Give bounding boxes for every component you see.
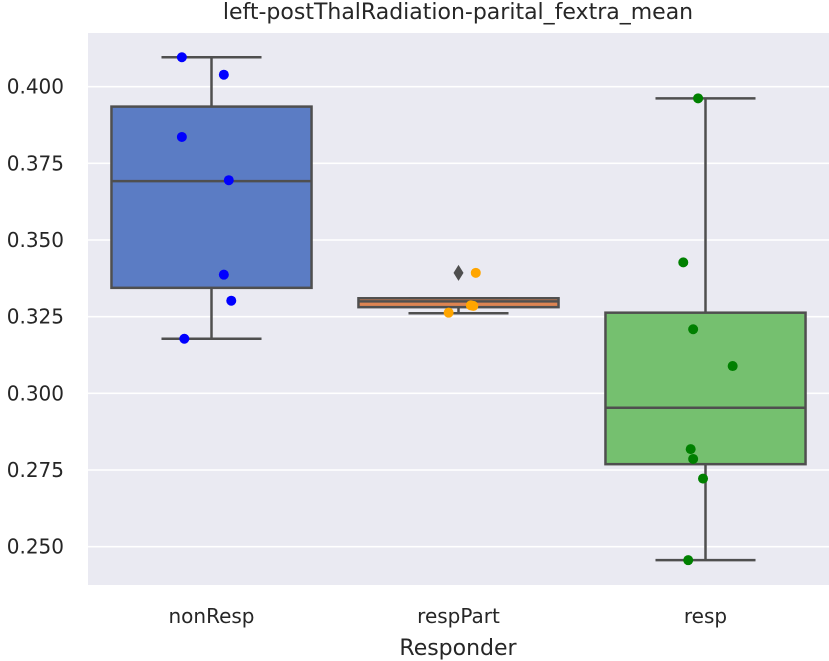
x-axis-ticks: nonResp respPart resp (168, 604, 727, 628)
data-point (693, 93, 704, 104)
y-tick-label: 0.400 (7, 75, 64, 99)
y-axis-ticks: 0.250 0.275 0.300 0.325 0.350 0.375 0.400 (7, 75, 64, 559)
data-point (218, 69, 229, 80)
y-tick-label: 0.275 (7, 458, 64, 482)
x-tick-label: respPart (417, 604, 500, 628)
data-point (176, 131, 187, 142)
y-tick-label: 0.300 (7, 381, 64, 405)
data-point (218, 269, 229, 280)
box-nonResp (110, 55, 313, 340)
data-point (443, 307, 454, 318)
iqr-box (604, 311, 807, 466)
data-point (678, 257, 689, 268)
x-tick-label: nonResp (168, 604, 254, 628)
data-point (470, 267, 481, 278)
data-point (698, 473, 709, 484)
outlier-marker (453, 264, 464, 281)
data-point (683, 555, 694, 566)
box-resp (604, 97, 807, 562)
data-point (685, 444, 696, 455)
iqr-box (110, 105, 313, 290)
x-axis-title: Responder (399, 636, 517, 661)
data-point (688, 324, 699, 335)
chart-title: left-postThalRadiation-parital_fextra_me… (223, 0, 693, 25)
data-point (176, 52, 187, 63)
data-point (727, 361, 738, 372)
data-point (223, 175, 234, 186)
x-tick-label: resp (684, 604, 727, 628)
data-point (179, 333, 190, 344)
strip-points (176, 52, 738, 566)
iqr-box (357, 297, 560, 309)
box-respPart (357, 264, 560, 315)
y-tick-label: 0.325 (7, 305, 64, 329)
y-tick-label: 0.250 (7, 535, 64, 559)
y-tick-label: 0.375 (7, 151, 64, 175)
data-point (688, 453, 699, 464)
data-point (226, 295, 237, 306)
y-tick-label: 0.350 (7, 228, 64, 252)
data-point (468, 300, 479, 311)
box-series (110, 55, 807, 562)
